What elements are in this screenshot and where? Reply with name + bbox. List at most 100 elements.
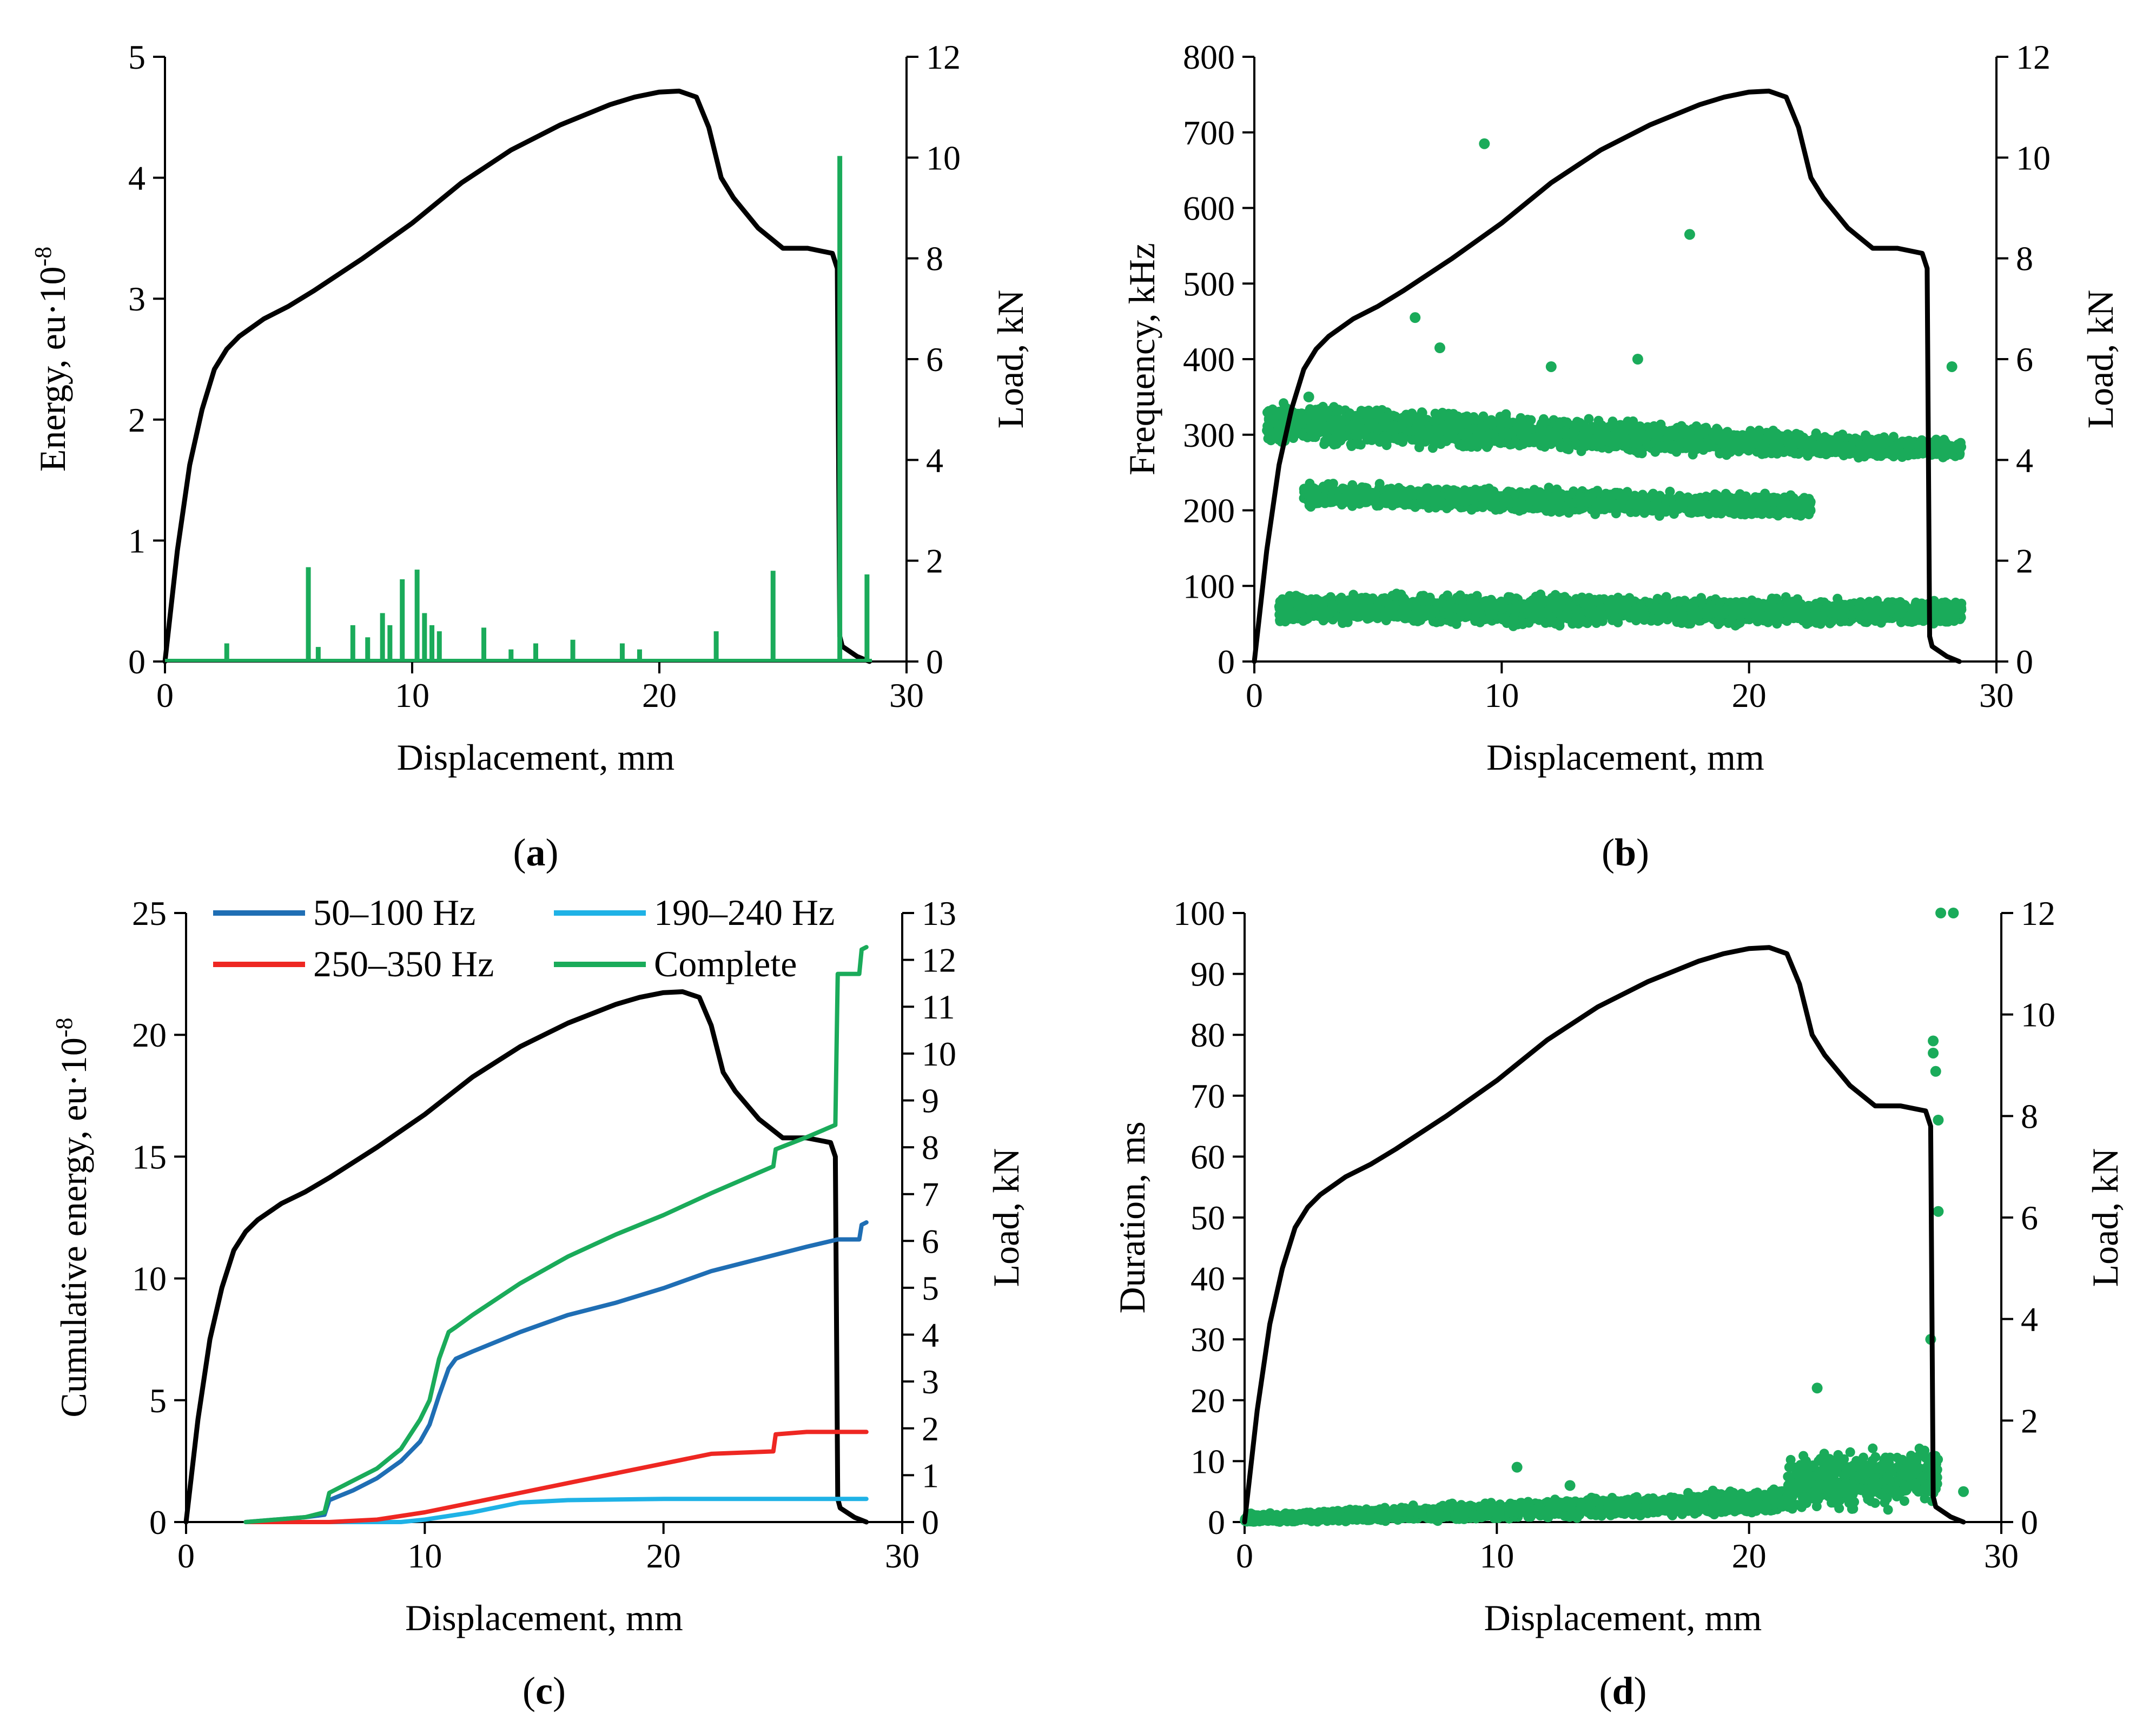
scatter-point xyxy=(1418,497,1428,507)
scatter-point xyxy=(1774,431,1784,441)
panel-b: 0 10 20 30010020030040050060070080002468101… xyxy=(1121,38,2121,874)
scatter-point xyxy=(1351,494,1361,504)
scatter-point xyxy=(1470,490,1480,500)
scatter-point xyxy=(1637,500,1648,510)
scatter-point xyxy=(1896,439,1906,449)
scatter-point xyxy=(1446,491,1456,501)
scatter-point xyxy=(1391,421,1401,432)
scatter-point xyxy=(1425,425,1436,435)
scatter-point xyxy=(1941,451,1951,461)
scatter-point xyxy=(1510,438,1520,448)
scatter-point xyxy=(1787,443,1797,453)
scatter-point xyxy=(1333,405,1344,415)
scatter-point xyxy=(1466,505,1477,515)
y-tick-label: 1 xyxy=(128,521,146,560)
scatter-point xyxy=(1660,443,1670,453)
scatter-point xyxy=(1669,426,1679,436)
scatter-point xyxy=(1647,492,1657,502)
panel-letter: b xyxy=(1615,831,1636,874)
scatter-point xyxy=(1724,430,1734,440)
scatter-point xyxy=(1484,419,1494,429)
scatter-point xyxy=(1535,436,1545,447)
series-energy xyxy=(165,156,872,662)
scatter-point xyxy=(1310,432,1320,442)
scatter-point xyxy=(1330,494,1339,505)
scatter-point xyxy=(1441,411,1451,421)
scatter-point xyxy=(1685,433,1696,444)
y2-tick-label: 4 xyxy=(926,441,943,479)
scatter-point xyxy=(1510,489,1520,499)
y2-tick-label: 2 xyxy=(2016,542,2033,580)
scatter-point xyxy=(1328,479,1338,489)
x-tick-label: 10 xyxy=(1484,676,1519,715)
scatter-point xyxy=(1547,492,1557,502)
scatter-point xyxy=(1661,497,1671,506)
scatter-point xyxy=(1853,436,1863,446)
scatter-point xyxy=(1361,424,1371,434)
scatter-point xyxy=(1311,491,1321,501)
y-tick-label: 0 xyxy=(1218,643,1235,681)
scatter-point xyxy=(1371,489,1381,499)
scatter-point xyxy=(1734,501,1744,512)
scatter-point xyxy=(1503,419,1513,429)
scatter-point xyxy=(1566,498,1576,508)
y2-tick-label: 8 xyxy=(2016,240,2033,278)
scatter-point xyxy=(1502,428,1511,438)
scatter-point xyxy=(1373,499,1383,510)
scatter-point xyxy=(1725,506,1735,516)
scatter-point xyxy=(1715,448,1725,459)
scatter-point xyxy=(1903,451,1913,461)
scatter-point xyxy=(1755,441,1765,451)
y-tick-label: 3 xyxy=(128,280,146,318)
scatter-point xyxy=(1701,491,1711,501)
scatter-point xyxy=(1824,438,1835,448)
y2-tick-label: 0 xyxy=(926,643,943,681)
y2-tick-label: 10 xyxy=(2016,138,2051,177)
scatter-point xyxy=(1636,434,1646,445)
y-tick-label: 400 xyxy=(1183,340,1235,379)
y2-tick-label: 0 xyxy=(2016,643,2033,681)
scatter-point xyxy=(1472,430,1483,440)
scatter-point xyxy=(1415,412,1425,422)
scatter-point xyxy=(1883,436,1894,447)
y2-tick-label: 4 xyxy=(2016,441,2033,479)
scatter-point xyxy=(1618,491,1629,501)
scatter-point xyxy=(1708,429,1718,439)
scatter-point xyxy=(1743,438,1753,448)
scatter-point xyxy=(1804,502,1814,512)
scatter-point xyxy=(1597,434,1607,444)
scatter-point xyxy=(1463,414,1473,425)
scatter-point xyxy=(1619,426,1630,436)
y2-tick-label: 10 xyxy=(926,138,961,177)
scatter-point xyxy=(1564,428,1575,439)
scatter-point xyxy=(1433,430,1444,440)
scatter-point xyxy=(1388,411,1398,421)
scatter-point xyxy=(1396,434,1406,444)
scatter-point xyxy=(1593,497,1604,507)
scatter-point xyxy=(1319,439,1330,449)
scatter-point xyxy=(1360,490,1370,500)
y-tick-label: 5 xyxy=(128,38,146,76)
x-axis-label: Displacement, mm xyxy=(397,737,675,778)
scatter-point xyxy=(1698,502,1708,512)
scatter-point xyxy=(1834,442,1844,452)
x-tick-label: 30 xyxy=(889,676,924,715)
y2-tick-label: 8 xyxy=(926,240,943,278)
scatter-point xyxy=(1650,423,1660,433)
scatter-point xyxy=(1373,424,1383,434)
y-tick-label: 500 xyxy=(1183,264,1235,303)
scatter-point xyxy=(1556,492,1566,502)
scatter-point xyxy=(1314,404,1324,414)
series-load xyxy=(162,88,872,664)
scatter-point xyxy=(1384,495,1394,505)
y-tick-label: 0 xyxy=(128,643,146,681)
scatter-point xyxy=(1616,434,1626,445)
scatter-point xyxy=(1683,492,1693,502)
y2-tick-label: 2 xyxy=(926,542,943,580)
scatter-point xyxy=(1592,486,1603,496)
panel-label: (a) xyxy=(513,831,559,874)
scatter-point xyxy=(1340,415,1351,426)
scatter-point xyxy=(1453,411,1463,421)
